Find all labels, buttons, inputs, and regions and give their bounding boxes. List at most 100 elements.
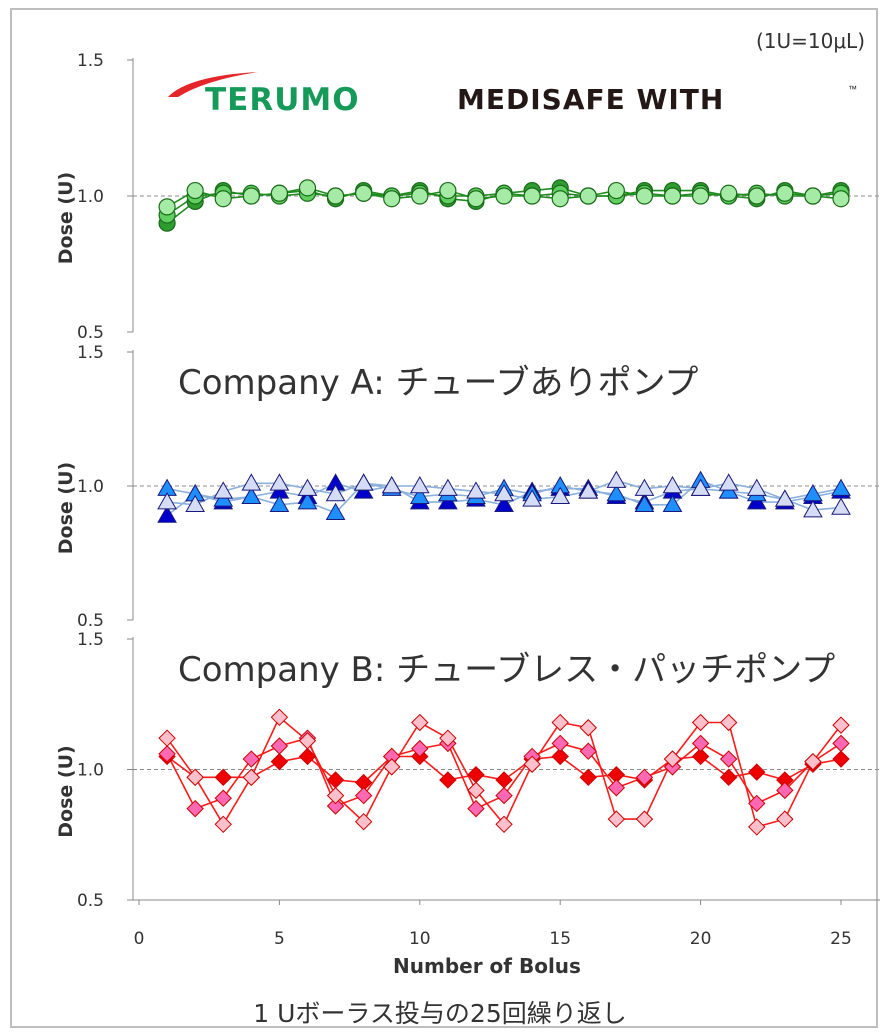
company-a-y-tick-label: 1.0	[77, 477, 104, 497]
company-b-data-point	[748, 794, 766, 813]
medisafe-data-point	[663, 187, 682, 205]
company-b-x-tick-label: 5	[274, 929, 285, 949]
company-a-data-point	[803, 500, 823, 518]
company-a-data-point	[353, 473, 374, 491]
company-b-panel: 1.5 1.0 0.5 Dose (U) Company B: チューブレス・パッチポン…	[55, 630, 880, 978]
company-b-data-point	[719, 768, 738, 787]
company-b-data-point	[551, 713, 569, 732]
medisafe-data-point	[832, 190, 850, 208]
company-b-data-point	[691, 713, 710, 732]
company-b-data-point	[495, 815, 513, 834]
company-a-data-point	[494, 484, 514, 502]
company-b-data-point	[579, 719, 597, 737]
medisafe-data-point	[186, 181, 204, 200]
company-a-data-point	[831, 497, 851, 515]
company-a-data-point	[185, 494, 206, 513]
medisafe-data-point	[720, 184, 738, 202]
medisafe-trademark: ™	[848, 84, 857, 94]
company-a-data-point	[157, 505, 177, 523]
company-b-data-point	[579, 768, 597, 787]
company-b-data-point	[719, 750, 738, 768]
company-a-data-point	[831, 478, 851, 496]
medisafe-data-point	[579, 187, 597, 205]
company-b-data-point	[270, 708, 289, 727]
medisafe-data-point	[607, 181, 625, 200]
company-b-data-point	[579, 742, 597, 760]
company-b-data-point	[270, 752, 289, 771]
company-b-data-point	[719, 713, 738, 732]
medisafe-data-point	[439, 181, 457, 200]
company-b-x-tick-label: 0	[134, 929, 145, 949]
company-a-data-point	[774, 489, 795, 507]
company-b-y-axis-label: Dose (U)	[55, 745, 77, 837]
company-a-data-point	[241, 473, 262, 491]
company-b-data-point	[832, 716, 850, 734]
company-b-data-point	[776, 781, 794, 800]
company-a-data-point	[157, 492, 177, 510]
medisafe-data-point	[326, 187, 345, 205]
medisafe-wordmark: MEDISAFE WITH	[457, 83, 724, 116]
company-b-data-point	[326, 797, 345, 815]
company-a-data-point	[746, 478, 767, 496]
company-a-data-point	[269, 494, 290, 513]
company-a-data-point	[269, 473, 290, 491]
company-b-data-point	[691, 747, 710, 766]
figure-frame	[10, 8, 878, 1028]
company-b-x-tick-label: 20	[690, 929, 712, 949]
company-a-data-point	[578, 481, 599, 499]
company-b-panel-title: Company B: チューブレス・パッチポンプ	[178, 650, 835, 690]
company-a-y-tick-label: 0.5	[77, 611, 104, 631]
company-b-data-point	[635, 768, 654, 787]
medisafe-data-point	[214, 190, 232, 208]
company-b-data-point	[298, 747, 317, 766]
medisafe-panel: 1.5 1.0 0.5 Dose (U)	[55, 51, 880, 343]
medisafe-data-point	[383, 190, 401, 208]
company-b-data-point	[242, 750, 261, 768]
company-b-data-point	[158, 745, 176, 763]
company-b-data-point	[804, 752, 822, 771]
company-a-data-point	[522, 489, 542, 507]
medisafe-data-point	[298, 179, 317, 197]
company-b-data-point	[551, 747, 569, 766]
medisafe-data-point	[355, 184, 373, 202]
company-b-y-tick-label: 1.5	[77, 630, 104, 650]
company-b-data-point	[383, 758, 401, 776]
company-b-data-point	[551, 734, 569, 753]
company-a-data-point	[297, 492, 318, 510]
medisafe-y-axis-label: Dose (U)	[55, 172, 77, 264]
company-b-data-point	[495, 786, 513, 805]
company-b-data-point	[439, 771, 457, 789]
medisafe-data-point	[158, 198, 176, 216]
company-b-data-point	[832, 734, 850, 753]
company-b-data-point	[411, 739, 429, 758]
company-b-data-point	[607, 810, 626, 828]
company-b-data-point	[635, 810, 654, 828]
company-b-data-point	[354, 812, 373, 831]
company-a-data-point	[241, 486, 262, 504]
company-b-data-point	[439, 729, 457, 747]
company-a-data-point	[325, 484, 346, 502]
company-a-data-point	[297, 478, 318, 496]
medisafe-data-point	[242, 187, 260, 205]
company-b-data-point	[607, 779, 626, 797]
medisafe-data-point	[467, 190, 485, 208]
company-b-data-point	[691, 734, 710, 753]
company-b-x-axis-label: Number of Bolus	[393, 954, 581, 978]
medisafe-data-point	[551, 190, 569, 208]
caption: 1 Uボーラス投与の25回繰り返し	[253, 999, 626, 1028]
terumo-wordmark: TERUMO	[205, 82, 360, 118]
company-b-data-point	[354, 786, 373, 805]
company-b-data-point	[663, 750, 682, 768]
company-b-data-point	[242, 768, 261, 787]
company-a-panel: 1.5 1.0 0.5 Dose (U) Company A: チューブありポンプ	[55, 343, 880, 631]
company-b-data-point	[748, 763, 766, 781]
company-b-data-point	[214, 789, 232, 807]
medisafe-y-tick-label: 1.5	[77, 51, 104, 71]
company-a-data-point	[718, 473, 739, 491]
company-b-data-point	[298, 732, 317, 750]
company-b-data-point	[326, 786, 345, 805]
company-b-data-point	[270, 737, 289, 755]
company-a-data-point	[409, 486, 430, 504]
company-a-panel-title: Company A: チューブありポンプ	[178, 363, 698, 403]
